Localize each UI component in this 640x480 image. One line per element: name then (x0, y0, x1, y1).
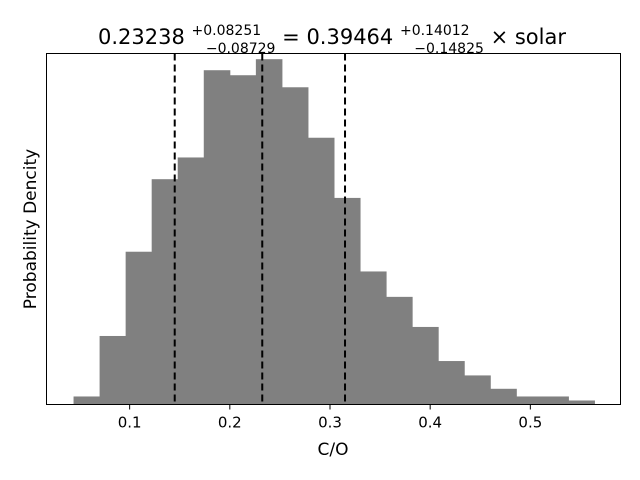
interval-lines (173, 53, 347, 405)
chart-title: 0.23238 +0.08251 −0.08729 = 0.39464 +0.1… (98, 16, 566, 58)
x-axis-label: C/O (318, 440, 349, 460)
histogram-bar (516, 396, 543, 405)
histogram-bar (99, 335, 127, 405)
title-median: 0.23238 (98, 25, 185, 49)
x-tick-label: 0.4 (418, 414, 442, 432)
histogram-bar (73, 396, 101, 405)
histogram-bar (281, 87, 309, 405)
histogram-bar (255, 59, 283, 405)
x-axis-ticks: 0.1 0.2 0.3 0.4 0.5 (118, 404, 542, 432)
histogram-bar (464, 375, 491, 405)
histogram-bar (568, 400, 595, 405)
x-tick-label: 0.5 (518, 414, 542, 432)
histogram-bar (334, 197, 361, 405)
x-tick-label: 0.2 (218, 414, 242, 432)
histogram-bars (73, 59, 595, 405)
histogram-bar (229, 75, 257, 405)
histogram-bar (412, 326, 439, 405)
histogram-bar (307, 137, 335, 405)
x-tick-label: 0.3 (318, 414, 342, 432)
title-ratio-plus: +0.14012 (400, 23, 470, 39)
histogram-bar (177, 157, 205, 405)
title-ratio: 0.39464 (306, 25, 393, 49)
y-axis-label: Probability Dencity (21, 149, 41, 309)
histogram-bar (125, 251, 153, 405)
histogram-bar (203, 70, 231, 405)
histogram-bar (438, 361, 465, 405)
histogram-bar (542, 396, 569, 405)
x-tick-label: 0.1 (118, 414, 142, 432)
histogram-bar (490, 388, 517, 405)
title-median-plus: +0.08251 (192, 23, 262, 39)
histogram-bar (386, 296, 413, 405)
plot-frame (46, 53, 621, 405)
title-suffix: × solar (491, 25, 567, 49)
title-equals: = (282, 25, 306, 49)
title-median-minus: −0.08729 (206, 41, 276, 57)
title-ratio-minus: −0.14825 (414, 41, 484, 57)
histogram-bar (360, 271, 387, 405)
